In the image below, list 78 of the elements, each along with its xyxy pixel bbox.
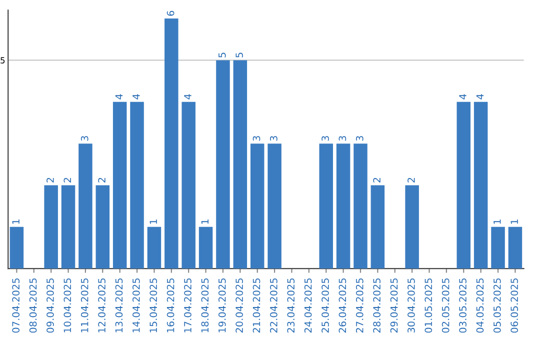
data-label: 6 <box>166 10 174 16</box>
bar <box>164 18 178 269</box>
x-tick-label: 09.04.2025 <box>46 278 54 333</box>
bar <box>250 144 264 269</box>
bar <box>182 102 196 269</box>
data-label: 5 <box>236 52 243 58</box>
bar <box>198 226 213 269</box>
data-label: 4 <box>476 94 484 100</box>
data-label: 4 <box>132 94 140 100</box>
x-tick-label: 29.04.2025 <box>390 278 398 333</box>
bar <box>319 144 333 269</box>
x-tick-label: 24.04.2025 <box>304 278 312 333</box>
x-tick-label: 14.04.2025 <box>132 278 140 332</box>
data-label: 2 <box>98 178 106 182</box>
x-tick-label: 01.05.2025 <box>424 278 432 333</box>
x-tick-label: 18.04.2025 <box>201 278 209 332</box>
x-tick-label: 13.04.2025 <box>115 278 123 332</box>
x-tick-label: 08.04.2025 <box>29 278 37 333</box>
x-tick-label: 11.04.2025 <box>80 278 88 332</box>
x-tick-label: 25.04.2025 <box>322 278 329 333</box>
x-tick-label: 23.04.2025 <box>287 278 295 333</box>
data-label: 2 <box>408 178 415 182</box>
bar <box>370 185 385 269</box>
bar <box>405 185 419 269</box>
data-label: 3 <box>80 136 88 141</box>
data-label: 1 <box>12 220 20 224</box>
x-tick-label: 04.05.2025 <box>476 278 484 333</box>
x-tick-label: 28.04.2025 <box>373 278 381 333</box>
bar <box>456 102 471 269</box>
data-label: 3 <box>322 136 329 141</box>
x-tick-label: 07.04.2025 <box>12 278 20 333</box>
bar <box>216 60 230 269</box>
x-tick-label: 02.05.2025 <box>442 278 450 333</box>
x-tick-label: 16.04.2025 <box>166 278 174 332</box>
bar <box>508 226 522 269</box>
x-tick-label: 06.05.2025 <box>510 278 518 333</box>
x-tick-label: 10.04.2025 <box>64 278 72 332</box>
bar <box>10 226 24 269</box>
data-label: 3 <box>252 136 260 141</box>
x-tick-label: 30.04.2025 <box>408 278 415 333</box>
data-label: 1 <box>201 220 208 224</box>
bar <box>354 144 368 269</box>
x-tick-label: 12.04.2025 <box>98 278 106 332</box>
bar <box>112 102 127 269</box>
bar <box>130 102 144 269</box>
x-tick-label: 26.04.2025 <box>338 278 346 333</box>
data-label: 1 <box>150 220 157 224</box>
x-tick-label: 27.04.2025 <box>356 278 364 333</box>
bar <box>61 185 76 269</box>
data-label: 3 <box>270 136 278 141</box>
bar <box>44 185 58 269</box>
bar <box>474 102 488 269</box>
data-label: 1 <box>494 220 501 224</box>
bar <box>336 144 350 269</box>
x-tick-label: 21.04.2025 <box>252 278 260 333</box>
bar <box>268 144 282 269</box>
data-label: 3 <box>356 136 364 141</box>
data-label: 4 <box>184 94 192 100</box>
data-label: 1 <box>510 220 518 224</box>
bar <box>233 60 248 269</box>
data-label: 4 <box>459 94 466 100</box>
x-tick-label: 17.04.2025 <box>184 278 192 332</box>
data-label: 2 <box>46 178 54 182</box>
bar <box>147 226 162 269</box>
data-label: 2 <box>373 178 380 182</box>
bar <box>78 144 92 269</box>
x-tick-label: 15.04.2025 <box>150 278 158 332</box>
data-label: 2 <box>64 178 71 182</box>
data-label: 5 <box>218 52 226 58</box>
x-tick-label: 03.05.2025 <box>459 278 466 333</box>
x-tick-label: 20.04.2025 <box>236 278 243 333</box>
bar <box>96 185 110 269</box>
x-tick-label: 19.04.2025 <box>218 278 226 332</box>
x-tick-label: 22.04.2025 <box>270 278 278 333</box>
bar <box>491 226 505 269</box>
data-label: 4 <box>115 94 123 100</box>
x-tick-label: 05.05.2025 <box>493 278 501 333</box>
data-label: 3 <box>338 136 346 141</box>
